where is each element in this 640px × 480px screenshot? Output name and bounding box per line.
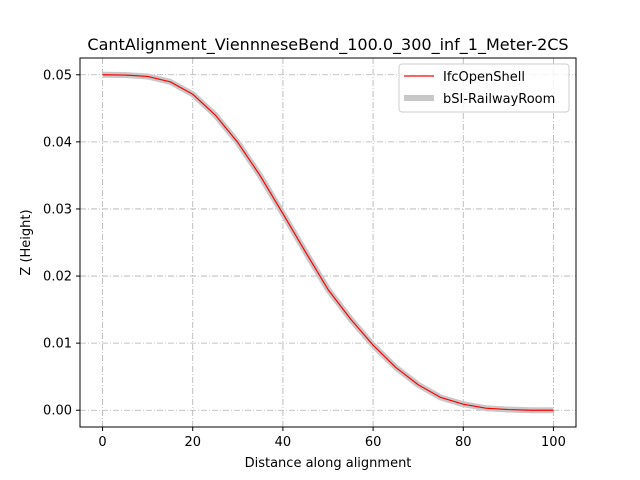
legend-box bbox=[398, 63, 570, 113]
legend: IfcOpenShell bSI-RailwayRoom bbox=[398, 63, 570, 113]
y-tick-label: 0.02 bbox=[43, 270, 72, 285]
x-axis-title: Distance along alignment bbox=[245, 456, 412, 471]
ticks: 0 20 40 60 80 100 0.00 0.01 0.02 0.03 0.04 0.05 bbox=[43, 68, 566, 450]
x-tick-label: 20 bbox=[184, 435, 201, 450]
chart-title: CantAlignment_ViennneseBend_100.0_300_in… bbox=[87, 35, 568, 55]
series-layer bbox=[102, 71, 554, 414]
y-tick-label: 0.00 bbox=[43, 404, 72, 419]
grid bbox=[80, 58, 576, 427]
x-tick-label: 0 bbox=[98, 435, 106, 450]
x-tick-label: 80 bbox=[455, 435, 472, 450]
legend-label: IfcOpenShell bbox=[443, 70, 525, 85]
axes-frame bbox=[79, 57, 577, 428]
y-tick-label: 0.03 bbox=[43, 202, 72, 217]
legend-label: bSI-RailwayRoom bbox=[443, 92, 555, 107]
y-axis-title: Z (Height) bbox=[19, 209, 34, 275]
x-tick-label: 100 bbox=[541, 435, 566, 450]
y-tick-label: 0.01 bbox=[43, 337, 72, 352]
y-tick-label: 0.05 bbox=[43, 68, 72, 83]
y-tick-label: 0.04 bbox=[43, 135, 72, 150]
series-line bbox=[102, 74, 554, 411]
x-tick-label: 40 bbox=[275, 435, 292, 450]
x-tick-label: 60 bbox=[365, 435, 382, 450]
